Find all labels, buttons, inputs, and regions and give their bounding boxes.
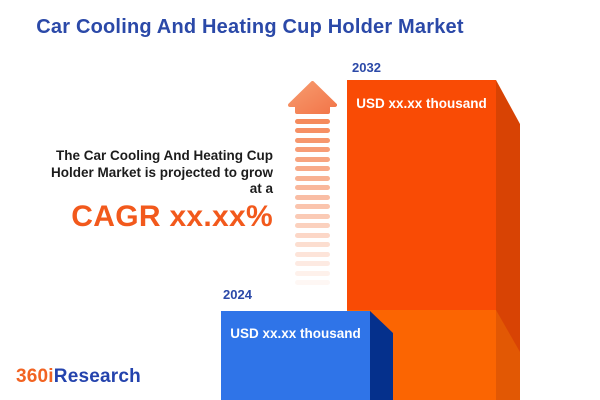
value-label-2032: USD xx.xx thousand (356, 96, 487, 111)
cagr-value: CAGR xx.xx% (71, 200, 273, 233)
arrow-trail-segment (295, 232, 330, 238)
year-label-2032: 2032 (352, 60, 381, 75)
arrow-trail-segment (295, 213, 330, 219)
arrow-trail-segment (295, 204, 330, 209)
arrow-trail-segment (295, 166, 330, 171)
arrow-trail-segment (295, 137, 330, 143)
arrow-trail-segment (295, 175, 330, 181)
arrow-trail-segment (295, 194, 330, 200)
description-text: The Car Cooling And Heating Cup Holder M… (20, 148, 273, 198)
arrow-trail-segment (295, 251, 330, 257)
arrow-trail-segment (295, 280, 330, 285)
growth-arrow-icon (288, 81, 337, 285)
bar-2024 (221, 311, 370, 400)
arrow-trail (295, 118, 330, 290)
arrow-trail-segment (295, 128, 330, 133)
logo: 360iResearch (16, 366, 141, 388)
arrow-trail-segment (295, 242, 330, 247)
arrow-trail-segment (295, 118, 330, 124)
bar-2032 (347, 80, 496, 310)
arrow-trail-segment (295, 223, 330, 228)
arrow-head-icon (288, 81, 337, 114)
description-line-2: Holder Market is projected to grow (50, 164, 273, 180)
arrow-trail-segment (295, 185, 330, 190)
page-title: Car Cooling And Heating Cup Holder Marke… (36, 16, 464, 38)
description-line-1: The Car Cooling And Heating Cup (56, 148, 273, 163)
arrow-trail-segment (295, 156, 330, 162)
value-label-2024: USD xx.xx thousand (230, 326, 361, 341)
logo-suffix: Research (53, 366, 141, 387)
arrow-trail-segment (295, 261, 330, 266)
arrow-trail-segment (295, 147, 330, 152)
bar-2024-side (370, 311, 393, 400)
description-line-3: at a (249, 181, 273, 196)
logo-prefix: 360i (16, 366, 54, 387)
arrow-trail-segment (295, 270, 330, 276)
year-label-2024: 2024 (223, 287, 252, 302)
